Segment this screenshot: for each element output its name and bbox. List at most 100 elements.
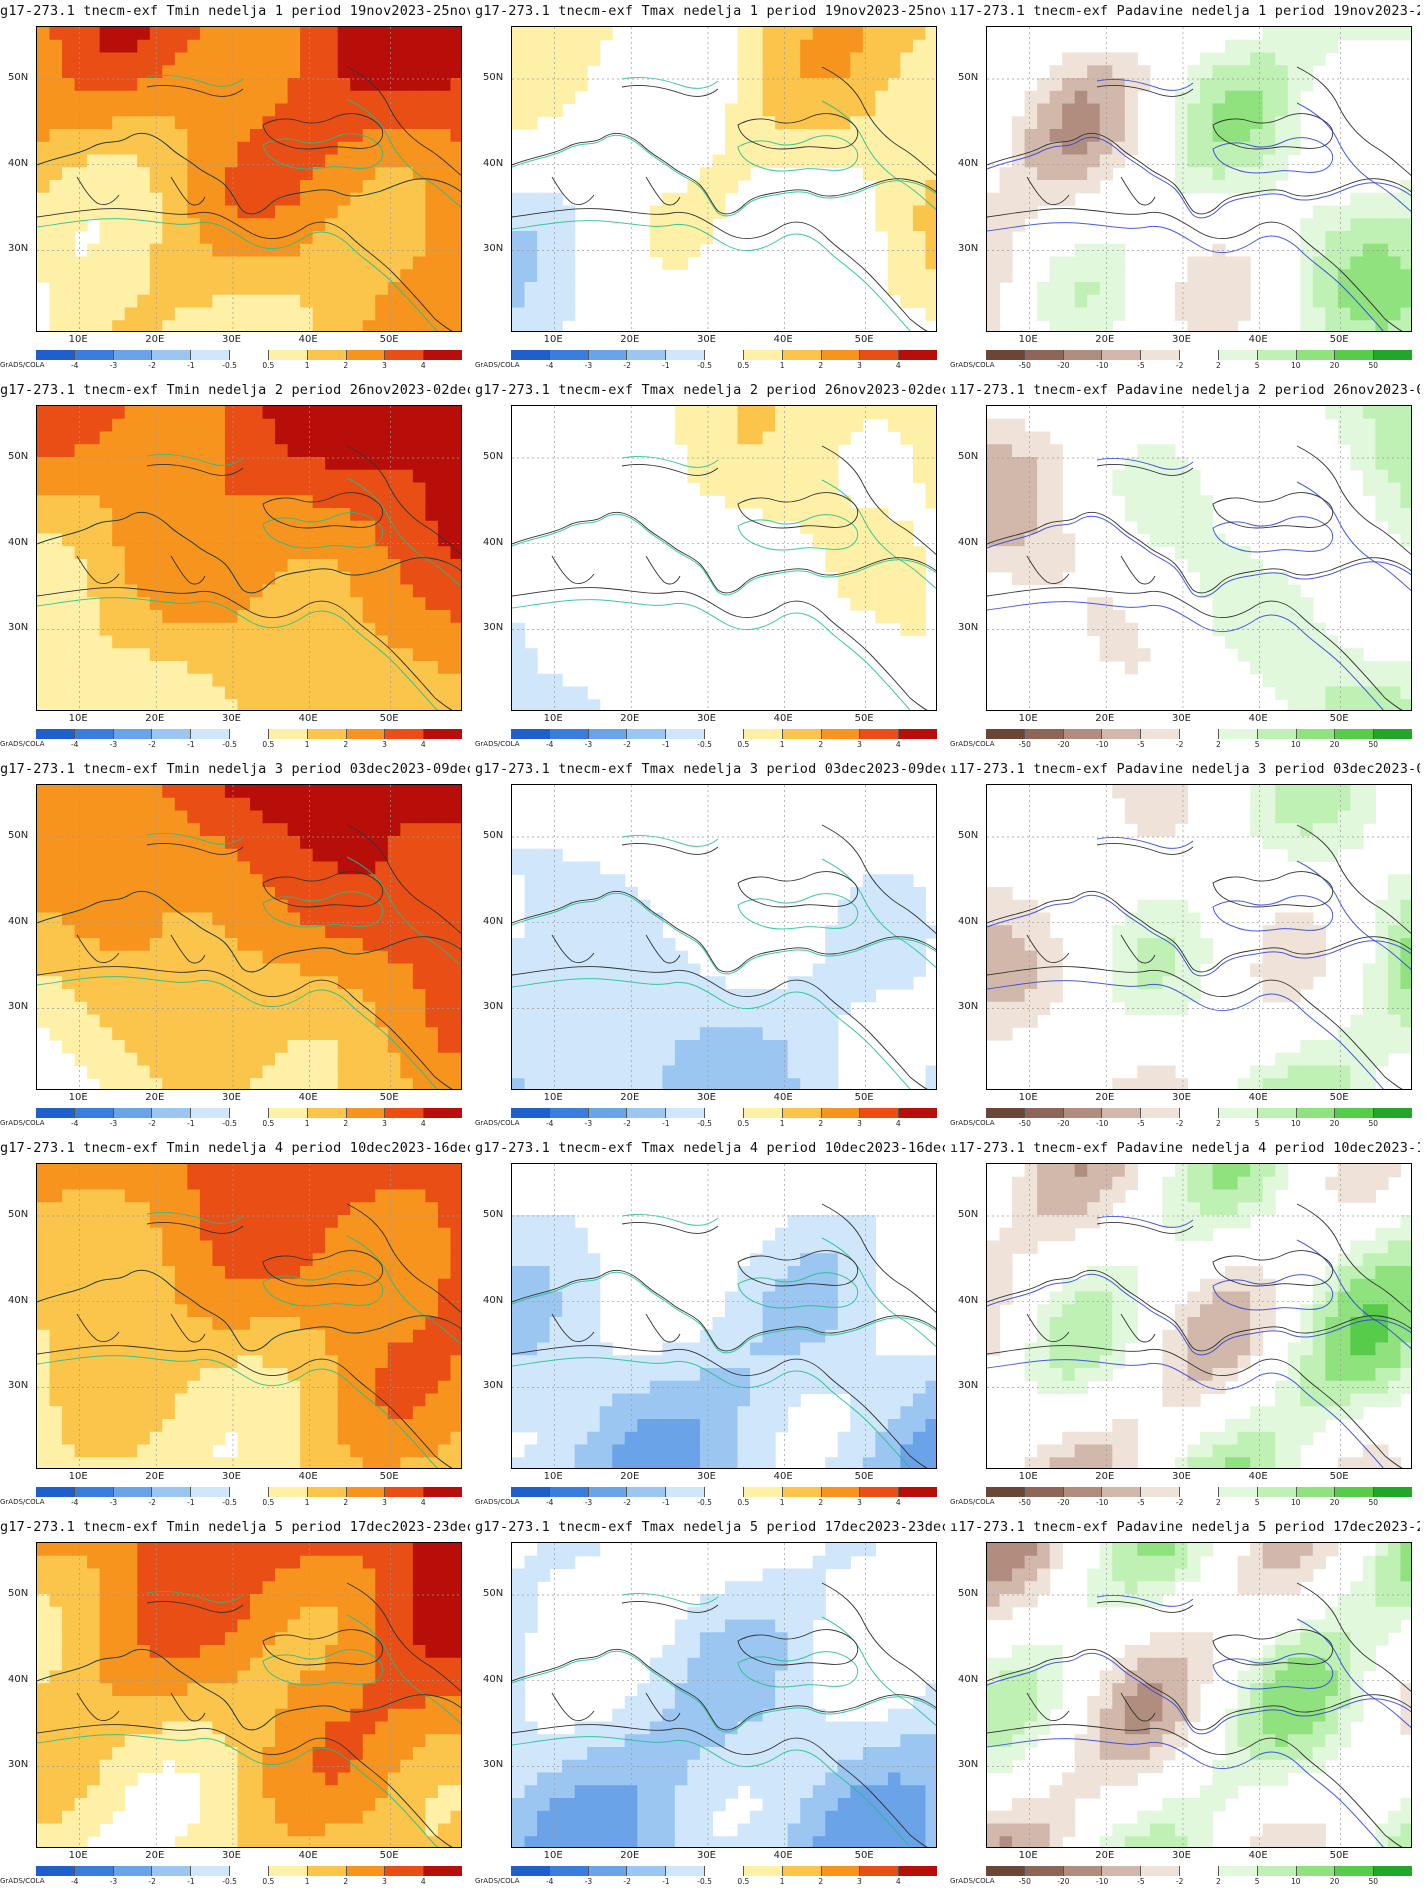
field-cell [312, 78, 326, 92]
field-cell [1362, 1014, 1377, 1028]
field-cell [987, 269, 1001, 283]
field-cell [1162, 785, 1176, 799]
field-cell [162, 571, 176, 586]
field-cell [1162, 457, 1176, 471]
field-cell [1212, 90, 1226, 105]
field-cell [262, 39, 276, 54]
field-cell [812, 39, 826, 54]
panel-tmin-week1: g17-273.1 tnecm-exf Tmin nedelja 1 perio… [0, 0, 475, 379]
field-cell [912, 116, 927, 130]
field-cell [400, 282, 414, 296]
field-cell [112, 823, 126, 837]
color-bar-tick-label: -0.5 [697, 740, 712, 749]
grads-credit: GrADS/COLA [950, 740, 995, 748]
field-cell [99, 584, 113, 598]
field-cell [137, 887, 151, 901]
field-cell [212, 482, 226, 496]
field-cell [837, 899, 851, 914]
coastline [551, 555, 595, 585]
field-cell [375, 282, 389, 296]
field-cell [549, 912, 563, 926]
color-bar-tick-label: -10 [1096, 361, 1109, 370]
field-cell [712, 192, 726, 207]
field-cell [62, 192, 76, 207]
coastline [346, 445, 461, 555]
field-cell [350, 848, 364, 863]
field-cell [1187, 269, 1201, 283]
field-cell [212, 1027, 226, 1041]
field-cell [512, 294, 526, 309]
field-cell [737, 457, 751, 471]
field-cell [1400, 1001, 1411, 1016]
field-cell [1287, 584, 1301, 598]
field-cell [437, 1027, 452, 1041]
field-cell [37, 444, 51, 458]
field-cell [87, 823, 101, 837]
contour-line [512, 892, 936, 975]
field-cell [987, 912, 1001, 926]
field-cell [512, 103, 526, 117]
field-cell [1099, 269, 1113, 283]
field-cell [750, 418, 764, 433]
field-cell [74, 508, 88, 522]
field-cell [1062, 78, 1076, 92]
field-cell [662, 231, 676, 245]
field-cell [237, 231, 251, 245]
field-cell [112, 546, 126, 560]
field-cell [325, 27, 339, 41]
field-cell [574, 963, 588, 977]
color-bar-tick-label: 3 [382, 1119, 387, 1128]
field-cell [375, 699, 389, 710]
field-cell [224, 597, 239, 611]
field-cell [1337, 418, 1351, 433]
field-cell [450, 320, 461, 331]
field-cell [375, 269, 389, 283]
field-cell [99, 444, 113, 458]
field-cell [49, 167, 63, 181]
field-cell [812, 533, 826, 547]
field-cell [362, 584, 376, 598]
field-cell [437, 508, 452, 522]
field-cell [875, 610, 889, 624]
field-cell [687, 1014, 701, 1028]
field-cell [987, 294, 1001, 309]
field-cell [662, 976, 676, 990]
field-cell [1225, 90, 1239, 105]
field-cell [549, 899, 563, 914]
field-cell [262, 27, 276, 41]
field-cell [187, 141, 201, 156]
field-cell [524, 78, 538, 92]
field-cell [212, 1078, 226, 1089]
field-cell [1037, 90, 1051, 105]
field-cell [187, 256, 201, 270]
field-cell [49, 129, 63, 143]
field-cell [362, 597, 376, 611]
field-cell [174, 218, 188, 232]
field-cell [1250, 610, 1264, 624]
field-cell [199, 141, 214, 156]
field-cell [875, 559, 889, 573]
field-cell [900, 103, 914, 117]
field-cell [574, 1078, 588, 1089]
coastline [821, 824, 936, 934]
field-cell [312, 610, 326, 624]
field-cell [699, 1065, 714, 1079]
field-cell [174, 597, 188, 611]
field-cell [149, 418, 163, 433]
field-cell [662, 950, 676, 965]
field-cell [250, 1052, 264, 1067]
field-cell [62, 116, 76, 130]
field-cell [337, 469, 351, 484]
field-cell [400, 699, 414, 710]
field-cell [637, 1040, 651, 1054]
color-bar-swatch [1141, 350, 1181, 360]
field-cell [387, 116, 401, 130]
field-cell [1350, 256, 1364, 270]
field-cell [425, 989, 439, 1003]
field-cell [912, 27, 927, 41]
field-cell [1362, 989, 1377, 1003]
field-cell [862, 129, 876, 143]
field-cell [562, 78, 576, 92]
field-cell [325, 622, 339, 637]
field-cell [237, 797, 251, 812]
